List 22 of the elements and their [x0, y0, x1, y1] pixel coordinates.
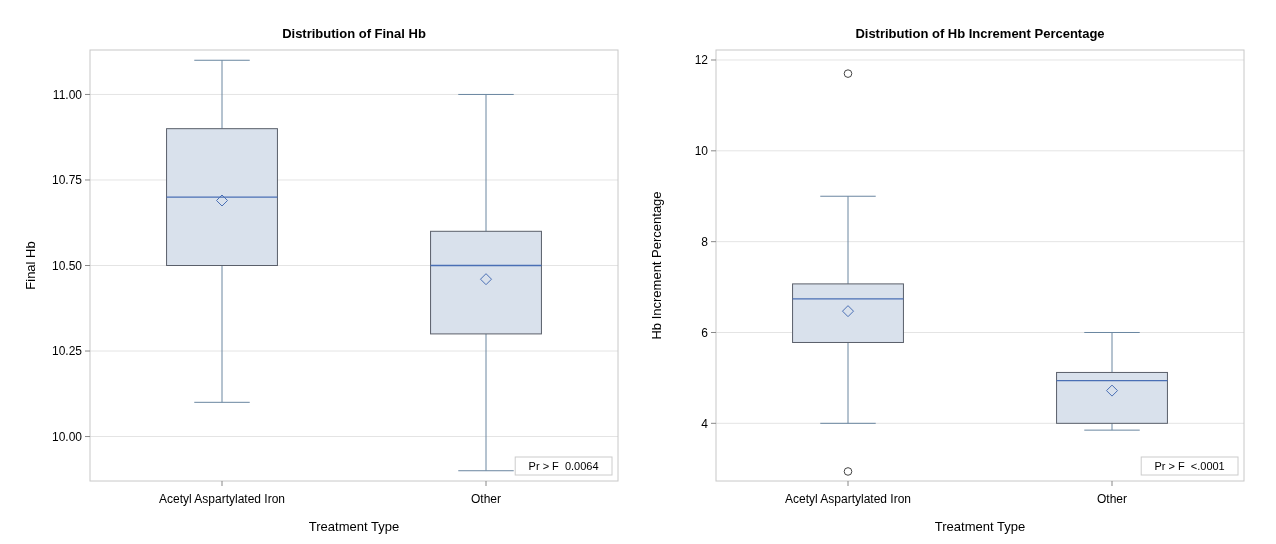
- y-tick-label: 10.00: [51, 429, 83, 444]
- x-tick-label: Acetyl Aspartylated Iron: [784, 492, 912, 506]
- y-tick-label: 8: [701, 234, 709, 249]
- x-tick-label: Acetyl Aspartylated Iron: [158, 492, 286, 506]
- chart-title: Distribution of Final Hb: [282, 26, 426, 41]
- y-axis-title: Final Hb: [23, 241, 38, 290]
- y-tick-label: 4: [701, 416, 709, 431]
- y-tick-label: 12: [694, 53, 709, 68]
- y-tick-label: 10.75: [51, 173, 83, 188]
- chart-title: Distribution of Hb Increment Percentage: [855, 26, 1105, 41]
- y-tick-label: 10.25: [51, 344, 83, 359]
- x-axis-title: Treatment Type: [934, 519, 1026, 534]
- y-tick-label: 6: [701, 325, 709, 340]
- y-tick-label: 10.50: [51, 258, 83, 273]
- y-axis-title: Hb Increment Percentage: [649, 191, 664, 340]
- y-tick-label: 10: [694, 144, 709, 159]
- y-tick-label: 11.00: [52, 87, 83, 102]
- x-tick-label: Other: [1096, 492, 1128, 506]
- x-axis-title: Treatment Type: [308, 519, 400, 534]
- annotation: Pr > F <.0001: [1154, 459, 1225, 472]
- annotation: Pr > F 0.0064: [528, 459, 599, 472]
- x-tick-label: Other: [470, 492, 502, 506]
